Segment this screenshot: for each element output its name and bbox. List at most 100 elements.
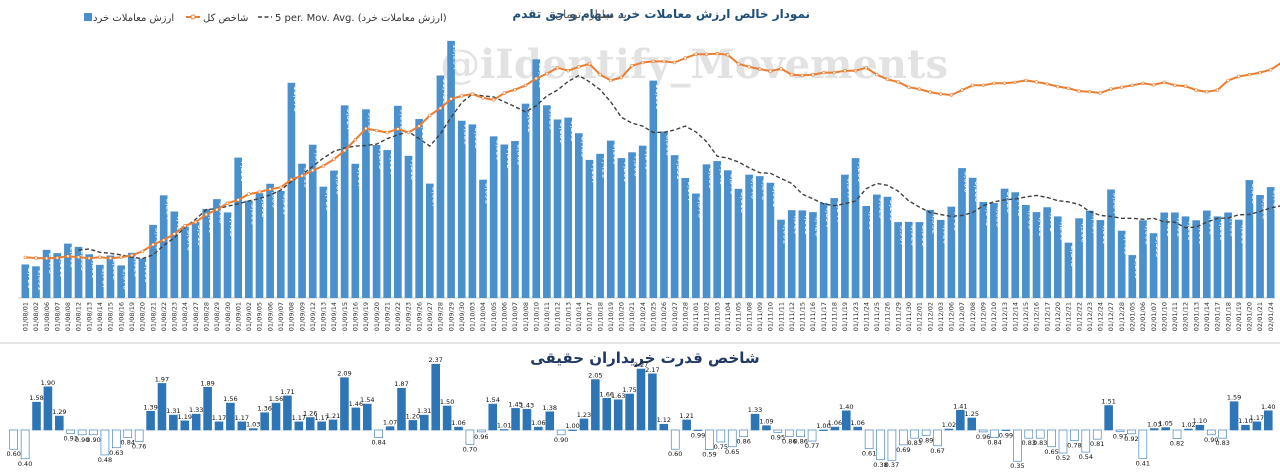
x-tick-labels: 01/08/01 01/08/02 01/08/06 01/08/07 01/08/08… [22, 302, 1275, 331]
index-point [736, 62, 741, 66]
x-tick-label: 01/12/21 [1065, 302, 1073, 331]
bar [1075, 218, 1083, 298]
index-point [289, 177, 294, 182]
ratio-bar [625, 393, 634, 431]
ratio-value-label: 0.54 [1079, 453, 1093, 461]
index-point [726, 53, 730, 57]
index-point [364, 126, 368, 131]
bar [1149, 233, 1158, 298]
bar-value-label: 9,285 [569, 121, 578, 143]
ratio-value-label: 0.95 [771, 433, 785, 441]
index-point [853, 68, 858, 73]
ratio-value-label: 1.36 [257, 405, 271, 413]
ratio-bar [522, 409, 532, 431]
index-point [396, 127, 400, 131]
index-point [1247, 72, 1252, 77]
bar-value-label: 9,713 [367, 112, 376, 134]
bar [915, 222, 924, 298]
bar [319, 186, 328, 298]
x-tick-label: 02/01/20 [1246, 302, 1254, 331]
x-tick-label: 01/08/27 [192, 302, 200, 331]
bar-value-label: 5,088 [218, 202, 227, 224]
index-point [268, 187, 272, 191]
x-tick-label: 01/11/04 [724, 302, 732, 331]
bar-value-label: 4,421 [1037, 215, 1046, 237]
ratio-bar [727, 429, 737, 448]
bar-value-label: 11,190 [654, 84, 663, 110]
bar [894, 222, 902, 298]
index-point [470, 92, 475, 96]
index-point [949, 93, 954, 97]
ratio-bar [1024, 429, 1034, 439]
x-tick-label: 01/10/27 [671, 302, 679, 331]
bar [1000, 188, 1009, 298]
index-point [481, 96, 485, 100]
x-tick-label: 01/11/08 [745, 302, 753, 331]
bar-value-label: 8,080 [516, 144, 525, 166]
ratio-value-label: 0.67 [930, 447, 944, 455]
bar-value-label: 4,500 [1207, 214, 1216, 236]
bar [1085, 210, 1094, 298]
ratio-value-label: 1.17 [235, 414, 249, 422]
bar-value-label: 7,200 [622, 161, 631, 183]
bar [1011, 192, 1020, 298]
ratio-value-label: 0.89 [919, 436, 933, 444]
x-tick-label: 01/10/08 [522, 302, 530, 331]
ratio-value-label: 2.27 [634, 361, 648, 369]
ratio-bar [66, 429, 76, 434]
ratio-value-label: 1.03 [246, 421, 260, 429]
ratio-value-label: 1.87 [394, 380, 408, 388]
ratio-bar [1047, 429, 1056, 448]
ratio-bar [1092, 429, 1102, 440]
ratio-value-label: 0.97 [1113, 432, 1127, 440]
ratio-value-label: 0.83 [1215, 439, 1229, 447]
ratio-bar [784, 429, 794, 438]
ratio-value-label: 0.99 [691, 432, 705, 440]
ratio-value-label: 0.76 [132, 443, 146, 451]
x-tick-label: 01/09/02 [245, 302, 253, 331]
index-point [864, 66, 868, 70]
bar [266, 183, 274, 298]
bar-value-label: 4,020 [941, 223, 950, 245]
ratio-bar [1206, 429, 1216, 436]
ratio-value-label: 1.40 [839, 403, 853, 411]
top-chart: @iIdentify_Movements نمودار خالص ارزش مع… [18, 7, 1280, 331]
ratio-bar [1172, 429, 1182, 439]
bar-value-label: 5,284 [164, 198, 173, 220]
ratio-bar [842, 410, 851, 431]
ratio-bar [613, 399, 623, 431]
ratio-value-label: 1.97 [155, 375, 169, 383]
x-tick-label: 01/11/24 [862, 302, 870, 331]
x-tick-label: 01/12/06 [948, 302, 956, 331]
ratio-bar [1229, 401, 1239, 431]
bar-value-label: 2,633 [79, 250, 88, 272]
ratio-value-label: 0.96 [474, 433, 488, 441]
x-tick-label: 01/08/02 [32, 302, 40, 331]
index-point [587, 62, 592, 66]
ratio-value-label: 1.50 [440, 398, 454, 406]
ratio-value-label: 1.54 [360, 396, 374, 404]
bar-value-label: 4,497 [1090, 214, 1099, 236]
index-point [619, 75, 624, 80]
ratio-value-label: 1.06 [850, 419, 864, 427]
x-tick-label: 02/01/14 [1203, 302, 1211, 331]
ratio-bar [477, 429, 486, 433]
bar [500, 144, 509, 298]
ratio-value-label: 0.63 [109, 449, 123, 457]
bar [585, 159, 594, 298]
index-point [523, 83, 528, 88]
index-point [1119, 85, 1124, 89]
bar [660, 131, 668, 298]
ratio-bar [693, 429, 703, 431]
ratio-bar [773, 429, 783, 433]
bar [1224, 212, 1232, 298]
ratio-value-label: 1.71 [280, 388, 294, 396]
watermark-text: @iIdentify_Movements [440, 41, 948, 88]
x-tick-label: 01/11/30 [905, 302, 913, 331]
index-point [162, 238, 166, 242]
x-tick-label: 01/12/24 [1097, 302, 1105, 331]
index-point [779, 66, 783, 71]
index-point [885, 77, 890, 82]
ratio-bar [750, 413, 760, 431]
ratio-bar [169, 414, 178, 431]
